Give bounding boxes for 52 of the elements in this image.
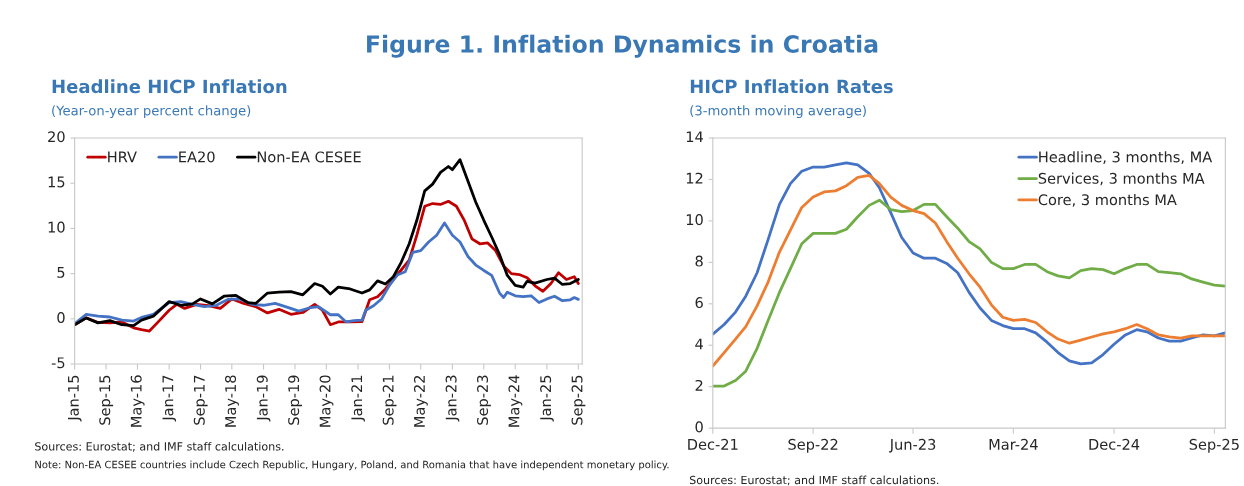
- x-tick-label: Jan-17: [162, 375, 177, 422]
- x-tick-label: May-20: [319, 375, 334, 427]
- y-tick-label: 10: [48, 221, 65, 233]
- legend-label: HRV: [108, 151, 137, 163]
- x-tick-label: Jan-19: [256, 375, 271, 422]
- chart-subtitle: (3-month moving average): [690, 105, 866, 119]
- x-tick-label: Jan-15: [68, 375, 82, 422]
- x-tick-label: Sep-21: [382, 375, 397, 425]
- x-tick-label: Mar-24: [989, 438, 1038, 450]
- y-tick-label: 14: [686, 131, 703, 143]
- x-tick-label: May-24: [508, 375, 523, 427]
- x-tick-label: Sep-17: [193, 375, 208, 425]
- y-tick-label: 20: [48, 131, 65, 143]
- x-tick-label: Jun-23: [889, 438, 936, 453]
- x-tick-label: Sep-25: [1189, 438, 1239, 453]
- y-tick-label: 12: [686, 172, 703, 184]
- x-tick-label: Jan-21: [351, 375, 365, 422]
- x-tick-label: Jan-23: [445, 375, 460, 422]
- x-tick-label: Sep-15: [99, 375, 114, 425]
- y-tick-label: 6: [695, 297, 703, 309]
- legend-label: Services, 3 months MA: [1038, 172, 1205, 186]
- y-tick-label: 8: [695, 255, 703, 267]
- x-tick-label: Sep-22: [788, 438, 838, 453]
- chart-subtitle: (Year-on-year percent change): [52, 105, 251, 119]
- x-tick-label: Jan-25: [540, 375, 554, 422]
- legend-label: Core, 3 months MA: [1038, 193, 1177, 207]
- source-note: Sources: Eurostat; and IMF staff calculations.: [689, 475, 939, 486]
- y-tick-label: 15: [48, 176, 65, 188]
- y-tick-label: 4: [695, 338, 703, 350]
- y-tick-label: 0: [57, 312, 65, 324]
- chart-title: HICP Inflation Rates: [690, 79, 893, 94]
- x-tick-label: Sep-25: [571, 375, 586, 425]
- x-tick-label: Dec-24: [1089, 438, 1140, 450]
- y-tick-label: -5: [51, 357, 65, 369]
- source-note: Sources: Eurostat; and IMF staff calculations.: [35, 441, 284, 452]
- x-tick-label: May-18: [225, 375, 239, 427]
- text: Figure 1. Inflation Dynamics in Croatia: [367, 34, 878, 58]
- y-tick-label: 0: [695, 421, 703, 433]
- y-tick-label: 2: [695, 379, 703, 391]
- legend-label: Headline, 3 months, MA: [1039, 151, 1213, 164]
- x-tick-label: May-22: [413, 375, 428, 427]
- chart-title: Headline HICP Inflation: [52, 79, 287, 94]
- x-tick-label: May-16: [130, 375, 145, 427]
- x-tick-label: Sep-23: [477, 375, 491, 425]
- y-tick-label: 10: [686, 214, 703, 226]
- y-tick-label: 5: [57, 267, 65, 278]
- line-series: [74, 221, 580, 326]
- x-tick-label: Sep-19: [288, 375, 302, 425]
- text: Note: Non-EA CESEE countries include Czech Republic, Hungary, Poland, and Romania that have independent monetary policy.: [35, 460, 669, 471]
- x-tick-label: Dec-21: [688, 438, 738, 450]
- legend-label: EA20: [179, 151, 215, 163]
- legend-label: Non-EA CESEE: [257, 151, 361, 163]
